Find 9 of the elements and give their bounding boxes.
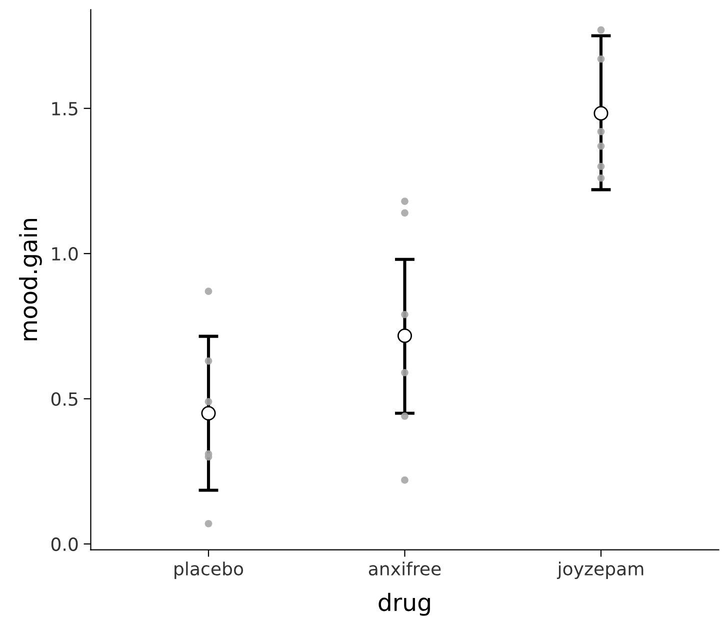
x-tick-label: joyzepam bbox=[556, 562, 644, 580]
x-axis-title: drug bbox=[378, 592, 430, 616]
x-tick-label: placebo bbox=[174, 562, 244, 580]
y-tick-label: 1.0 bbox=[52, 247, 78, 261]
y-tick-label: 0.5 bbox=[51, 392, 78, 406]
y-axis-title: mood.gain bbox=[19, 219, 42, 340]
y-tick-label: 0.0 bbox=[51, 537, 78, 552]
y-tick-label: 1.5 bbox=[52, 102, 78, 116]
x-tick-label: anxifree bbox=[368, 562, 441, 576]
